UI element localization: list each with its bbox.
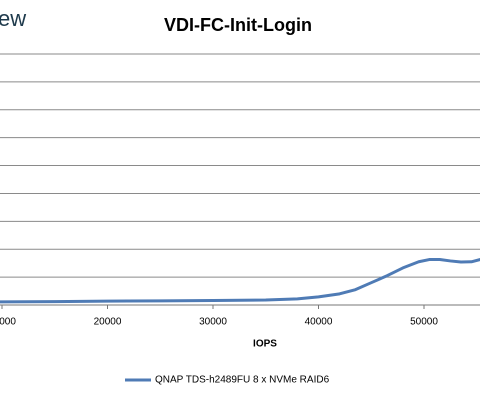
x-tick-label: 20000 [94, 317, 122, 328]
data-line [0, 257, 480, 304]
x-tick-label: 10000 [0, 317, 16, 328]
brand-logo: ew [0, 6, 26, 31]
x-tick-label: 40000 [305, 317, 333, 328]
legend-label: QNAP TDS-h2489FU 8 x NVMe RAID6 [155, 375, 330, 386]
chart-title: VDI-FC-Init-Login [164, 15, 312, 35]
x-tick-label: 30000 [199, 317, 227, 328]
x-tick-label: 50000 [410, 317, 438, 328]
x-axis-label: IOPS [253, 339, 277, 350]
